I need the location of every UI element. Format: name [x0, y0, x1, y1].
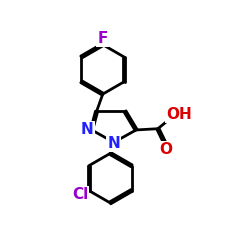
- Text: F: F: [98, 31, 108, 46]
- Text: OH: OH: [166, 107, 192, 122]
- Text: N: N: [81, 122, 94, 138]
- Text: O: O: [159, 142, 172, 157]
- Text: Cl: Cl: [72, 187, 88, 202]
- Text: N: N: [108, 136, 120, 151]
